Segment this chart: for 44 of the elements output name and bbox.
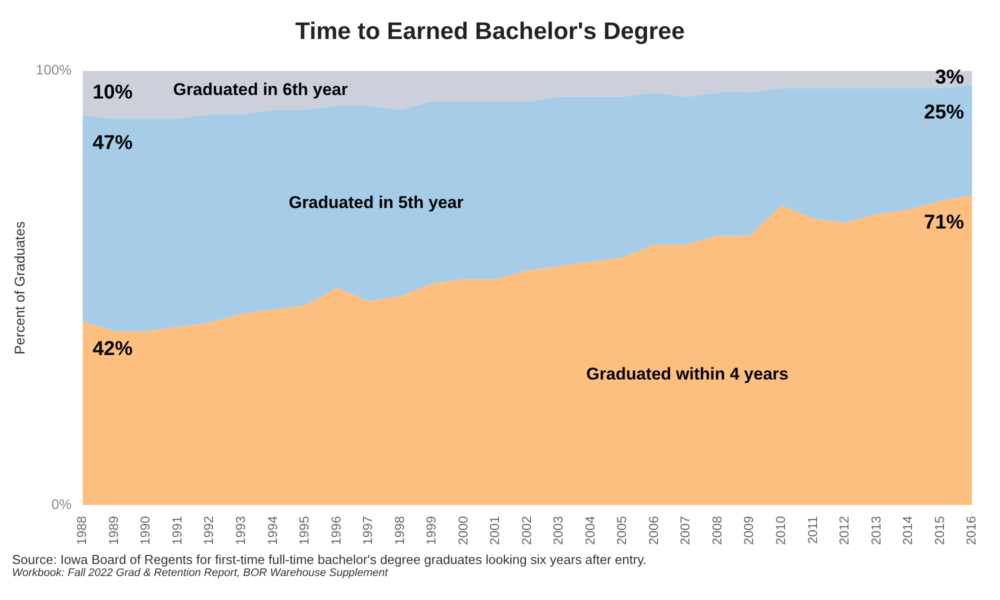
data-label: 3% <box>935 66 964 88</box>
x-tick-label: 2008 <box>709 516 724 545</box>
x-tick-label: 2003 <box>550 516 566 545</box>
x-tick-label: 2006 <box>646 516 661 545</box>
data-label: 47% <box>92 132 133 154</box>
x-tick-label: 2009 <box>741 516 756 545</box>
x-tick-label: 1999 <box>424 516 439 545</box>
y-tick-label: 100% <box>36 62 72 78</box>
series-label: Graduated in 5th year <box>288 192 464 212</box>
x-tick-label: 1993 <box>233 516 248 545</box>
series-label: Graduated within 4 years <box>586 364 788 384</box>
x-tick-label: 1992 <box>201 516 216 545</box>
x-tick-label: 2010 <box>772 516 788 545</box>
x-tick-label: 1995 <box>296 516 312 545</box>
x-tick-label: 2011 <box>804 516 820 544</box>
source-note: Source: Iowa Board of Regents for first-time full-time bachelor's degree graduates looking six years after entry. <box>12 552 648 567</box>
x-tick-label: 2001 <box>487 516 502 545</box>
x-tick-label: 1990 <box>138 516 153 545</box>
y-tick-label: 0% <box>51 496 72 512</box>
y-axis-title: Percent of Graduates <box>11 221 28 354</box>
x-tick-label: 2000 <box>455 516 470 545</box>
x-tick-label: 2013 <box>868 516 884 545</box>
data-label: 25% <box>924 102 964 124</box>
x-tick-label: 1991 <box>169 516 184 545</box>
x-tick-label: 2012 <box>836 516 852 545</box>
data-label: 10% <box>92 82 133 104</box>
x-tick-label: 1989 <box>106 516 121 545</box>
x-tick-label: 1997 <box>360 516 376 545</box>
data-label: 42% <box>92 338 133 360</box>
data-label: 71% <box>924 212 964 234</box>
chart-title: Time to Earned Bachelor's Degree <box>295 18 685 46</box>
x-tick-label: 2014 <box>900 516 916 545</box>
series-label: Graduated in 6th year <box>173 80 348 100</box>
x-tick-label: 1988 <box>74 516 90 545</box>
x-tick-label: 1996 <box>328 516 344 545</box>
text: Workbook: Fall 2022 Grad & Retention Report, BOR Warehouse Supplement <box>12 567 390 579</box>
x-tick-label: 1998 <box>392 516 407 545</box>
x-tick-label: 1994 <box>264 516 280 545</box>
x-tick-label: 2005 <box>614 516 630 545</box>
x-tick-label: 2002 <box>518 516 534 545</box>
x-tick-label: 2007 <box>678 516 693 545</box>
x-tick-label: 2004 <box>582 516 598 545</box>
x-tick-label: 2015 <box>932 516 947 545</box>
x-tick-label: 2016 <box>964 516 979 545</box>
